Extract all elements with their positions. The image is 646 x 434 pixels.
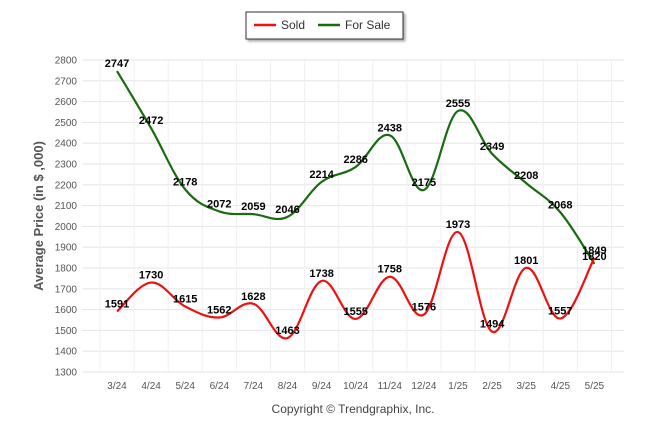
grid bbox=[82, 59, 624, 373]
y-tick-label: 1700 bbox=[55, 284, 78, 295]
y-tick-label: 2600 bbox=[55, 97, 78, 108]
y-tick-label: 1300 bbox=[55, 368, 78, 379]
series-lines bbox=[116, 70, 596, 340]
x-tick-label: 12/24 bbox=[411, 381, 436, 392]
for-sale-data-label: 2178 bbox=[173, 176, 197, 188]
y-tick-label: 1800 bbox=[55, 264, 78, 275]
y-tick-label: 1900 bbox=[55, 243, 78, 254]
for-sale-legend-label: For Sale bbox=[345, 18, 391, 32]
y-tick-label: 1500 bbox=[55, 326, 78, 337]
y-tick-label: 2200 bbox=[55, 180, 78, 191]
sold-data-label: 1801 bbox=[514, 255, 538, 267]
for-sale-data-label: 2555 bbox=[446, 98, 470, 110]
sold-data-label: 1463 bbox=[275, 325, 299, 337]
x-tick-label: 7/24 bbox=[244, 381, 264, 392]
for-sale-data-label: 1820 bbox=[582, 251, 606, 263]
for-sale-data-label: 2046 bbox=[275, 204, 299, 216]
legend: Sold For Sale bbox=[245, 11, 404, 40]
sold-data-label: 1557 bbox=[548, 306, 572, 318]
for-sale-data-label: 2175 bbox=[412, 177, 436, 189]
for-sale-data-label: 2059 bbox=[241, 201, 265, 213]
sold-data-label: 1730 bbox=[139, 270, 163, 282]
y-tick-label: 2700 bbox=[55, 76, 78, 87]
sold-data-label: 1849 bbox=[582, 245, 606, 257]
x-tick-label: 4/24 bbox=[141, 381, 161, 392]
x-tick-label: 8/24 bbox=[278, 381, 298, 392]
sold-data-label: 1615 bbox=[173, 293, 197, 305]
x-tick-label: 2/25 bbox=[482, 381, 502, 392]
sold-data-label: 1758 bbox=[378, 264, 402, 276]
sold-data-label: 1562 bbox=[207, 305, 231, 317]
for-sale-data-label: 2747 bbox=[105, 58, 129, 70]
y-tick-label: 2000 bbox=[55, 222, 78, 233]
x-tick-label: 4/25 bbox=[551, 381, 571, 392]
sold-data-label: 1591 bbox=[105, 298, 129, 310]
for-sale-series-line bbox=[116, 70, 596, 265]
y-axis-ticks: 1300 1400 1500 1600 1700 1800 1900 2000 2100 2200… bbox=[55, 56, 78, 379]
x-tick-label: 9/24 bbox=[312, 381, 332, 392]
sold-data-label: 1576 bbox=[412, 302, 436, 314]
y-tick-label: 2300 bbox=[55, 160, 78, 171]
x-tick-label: 3/25 bbox=[516, 381, 536, 392]
sold-series-line bbox=[116, 230, 596, 340]
for-sale-data-label: 2208 bbox=[514, 170, 538, 182]
y-tick-label: 2800 bbox=[55, 56, 78, 67]
x-axis-ticks: 3/24 4/24 5/24 6/24 7/24 8/24 9/24 10/24 11/24 12… bbox=[107, 381, 604, 392]
x-tick-label: 5/25 bbox=[585, 381, 605, 392]
x-tick-label: 10/24 bbox=[343, 381, 368, 392]
data-labels: 2747 2472 2178 2072 2059 2046 2214 2286 2438 2175… bbox=[105, 58, 607, 337]
sold-data-label: 1738 bbox=[309, 268, 333, 280]
for-sale-data-label: 2349 bbox=[480, 141, 504, 153]
y-tick-label: 2100 bbox=[55, 201, 78, 212]
for-sale-data-label: 2438 bbox=[378, 122, 402, 134]
y-tick-label: 1400 bbox=[55, 347, 78, 358]
sold-data-label: 1628 bbox=[241, 291, 265, 303]
sold-legend-label: Sold bbox=[281, 18, 305, 32]
sold-data-label: 1973 bbox=[446, 219, 470, 231]
x-tick-label: 3/24 bbox=[107, 381, 127, 392]
y-tick-label: 2500 bbox=[55, 118, 78, 129]
for-sale-data-label: 2214 bbox=[309, 169, 334, 181]
for-sale-data-label: 2472 bbox=[139, 115, 163, 127]
x-tick-label: 11/24 bbox=[378, 381, 403, 392]
y-tick-label: 1600 bbox=[55, 305, 78, 316]
sold-data-label: 1555 bbox=[343, 306, 367, 318]
x-tick-label: 1/25 bbox=[448, 381, 468, 392]
y-axis-title: Average Price (in $ ,000) bbox=[31, 141, 46, 291]
for-sale-data-label: 2072 bbox=[207, 198, 231, 210]
sold-data-label: 1494 bbox=[480, 319, 505, 331]
x-tick-label: 6/24 bbox=[210, 381, 230, 392]
copyright-text: Copyright © Trendgraphix, Inc. bbox=[272, 402, 435, 416]
x-tick-label: 5/24 bbox=[175, 381, 195, 392]
y-tick-label: 2400 bbox=[55, 139, 78, 150]
for-sale-data-label: 2286 bbox=[343, 154, 367, 166]
for-sale-data-label: 2068 bbox=[548, 199, 572, 211]
